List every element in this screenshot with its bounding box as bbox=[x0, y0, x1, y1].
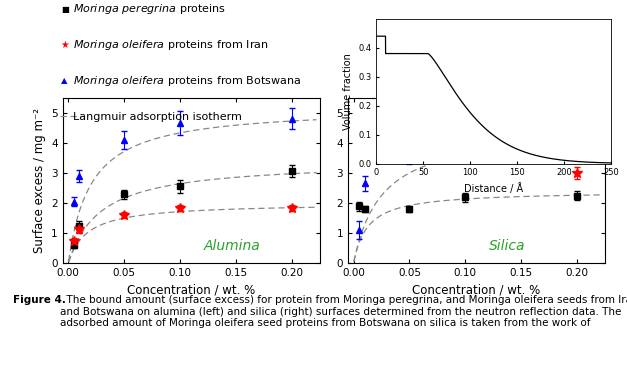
X-axis label: Concentration / wt. %: Concentration / wt. % bbox=[413, 284, 540, 297]
Text: $\it{Moringa\ oleifera}$ proteins from Botswana: $\it{Moringa\ oleifera}$ proteins from B… bbox=[73, 74, 302, 88]
Text: $\it{Moringa\ peregrina}$ proteins: $\it{Moringa\ peregrina}$ proteins bbox=[73, 2, 226, 17]
Text: $\it{Moringa\ oleifera}$ proteins from Iran: $\it{Moringa\ oleifera}$ proteins from I… bbox=[73, 38, 269, 52]
Text: Silica: Silica bbox=[490, 239, 526, 253]
Y-axis label: Volume fraction: Volume fraction bbox=[342, 53, 352, 130]
Y-axis label: Surface excess / mg m⁻²: Surface excess / mg m⁻² bbox=[33, 108, 46, 253]
Text: ★: ★ bbox=[61, 40, 70, 50]
Text: Alumina: Alumina bbox=[204, 239, 261, 253]
Text: Figure 4.: Figure 4. bbox=[13, 295, 65, 305]
X-axis label: Concentration / wt. %: Concentration / wt. % bbox=[127, 284, 255, 297]
Text: Langmuir adsorption isotherm: Langmuir adsorption isotherm bbox=[73, 112, 242, 121]
Text: ■: ■ bbox=[61, 5, 70, 14]
Text: The bound amount (surface excess) for protein from Moringa peregrina, and Moring: The bound amount (surface excess) for pr… bbox=[60, 295, 627, 328]
Text: ▲: ▲ bbox=[61, 76, 67, 85]
X-axis label: Distance / Å: Distance / Å bbox=[464, 183, 524, 194]
